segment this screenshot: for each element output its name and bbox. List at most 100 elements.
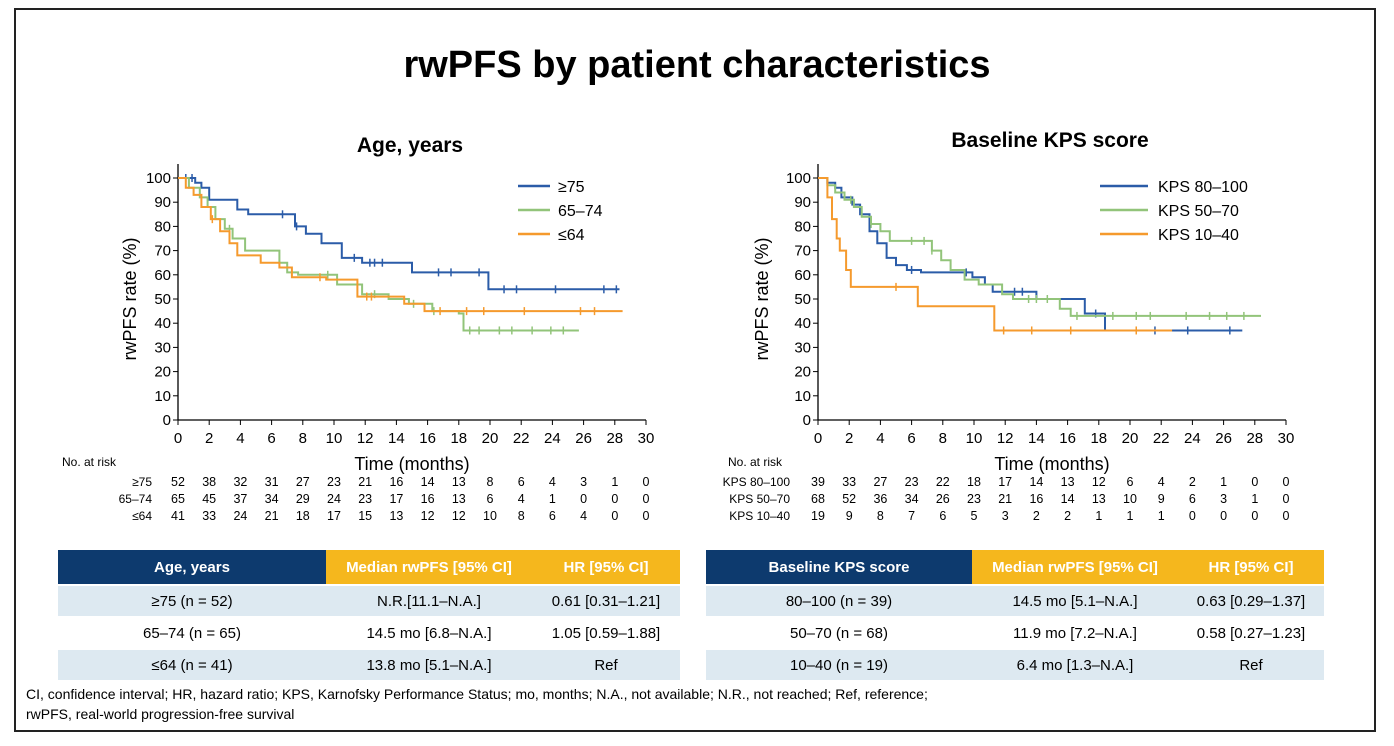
row-group: 10–40 (n = 19) — [706, 648, 972, 680]
risk-value: 1 — [549, 492, 556, 506]
risk-value: 9 — [846, 509, 853, 523]
x-axis-label: Time (months) — [354, 454, 469, 474]
row-median: 14.5 mo [6.8–N.A.] — [326, 616, 532, 649]
x-tick-label: 8 — [939, 430, 947, 447]
risk-value: 0 — [1251, 475, 1258, 489]
table-row: ≥75 (n = 52) N.R.[11.1–N.A.] 0.61 [0.31–… — [58, 584, 680, 617]
risk-value: 4 — [1158, 475, 1165, 489]
x-tick-label: 2 — [205, 430, 213, 447]
risk-value: 0 — [1283, 492, 1290, 506]
risk-value: 26 — [936, 492, 950, 506]
x-tick-label: 0 — [174, 430, 182, 447]
risk-value: 4 — [580, 509, 587, 523]
risk-value: 1 — [1158, 509, 1165, 523]
y-tick-label: 20 — [154, 364, 171, 381]
y-tick-label: 10 — [154, 388, 171, 405]
x-tick-label: 18 — [1090, 430, 1107, 447]
risk-value: 17 — [327, 509, 341, 523]
risk-value: 3 — [1002, 509, 1009, 523]
risk-value: 21 — [358, 475, 372, 489]
risk-value: 15 — [358, 509, 372, 523]
risk-value: 31 — [265, 475, 279, 489]
row-median: 6.4 mo [1.3–N.A.] — [972, 648, 1178, 680]
footnote-line: rwPFS, real-world progression-free survi… — [26, 706, 295, 722]
x-tick-label: 10 — [326, 430, 343, 447]
row-median: N.R.[11.1–N.A.] — [326, 584, 532, 617]
risk-value: 41 — [171, 509, 185, 523]
risk-row-label: KPS 80–100 — [723, 475, 791, 489]
risk-value: 37 — [233, 492, 247, 506]
x-tick-label: 28 — [1246, 430, 1263, 447]
x-tick-label: 24 — [544, 430, 561, 447]
risk-value: 0 — [643, 509, 650, 523]
risk-value: 22 — [936, 475, 950, 489]
table-row: 10–40 (n = 19) 6.4 mo [1.3–N.A.] Ref — [706, 648, 1324, 680]
risk-value: 23 — [905, 475, 919, 489]
x-tick-label: 16 — [1059, 430, 1076, 447]
risk-value: 39 — [811, 475, 825, 489]
risk-value: 4 — [549, 475, 556, 489]
risk-table-header: No. at risk — [62, 455, 117, 469]
y-tick-label: 80 — [794, 218, 811, 235]
y-tick-label: 50 — [794, 291, 811, 308]
header-hr: HR [95% CI] — [1178, 550, 1324, 585]
risk-value: 36 — [873, 492, 887, 506]
x-tick-label: 10 — [966, 430, 983, 447]
risk-value: 1 — [1251, 492, 1258, 506]
risk-value: 6 — [549, 509, 556, 523]
y-tick-label: 80 — [154, 218, 171, 235]
risk-value: 0 — [1220, 509, 1227, 523]
x-tick-label: 2 — [845, 430, 853, 447]
row-hr: Ref — [1178, 648, 1324, 680]
risk-value: 16 — [389, 475, 403, 489]
risk-value: 4 — [518, 492, 525, 506]
risk-value: 2 — [1033, 509, 1040, 523]
row-hr: Ref — [532, 648, 680, 680]
km-curve-3 — [178, 177, 623, 313]
risk-value: 16 — [1029, 492, 1043, 506]
risk-value: 8 — [877, 509, 884, 523]
risk-value: 16 — [421, 492, 435, 506]
risk-value: 5 — [971, 509, 978, 523]
km-curve-1 — [818, 177, 1243, 332]
x-tick-label: 8 — [299, 430, 307, 447]
y-tick-label: 30 — [154, 339, 171, 356]
y-tick-label: 0 — [163, 412, 171, 429]
risk-value: 0 — [643, 492, 650, 506]
x-tick-label: 16 — [419, 430, 436, 447]
y-tick-label: 40 — [794, 315, 811, 332]
x-tick-label: 12 — [357, 430, 374, 447]
x-tick-label: 6 — [907, 430, 915, 447]
risk-value: 0 — [1189, 509, 1196, 523]
table-row: 65–74 (n = 65) 14.5 mo [6.8–N.A.] 1.05 [… — [58, 616, 680, 649]
risk-row-label: ≤64 — [132, 509, 152, 523]
risk-value: 10 — [483, 509, 497, 523]
risk-value: 6 — [518, 475, 525, 489]
risk-value: 0 — [580, 492, 587, 506]
risk-value: 9 — [1158, 492, 1165, 506]
y-tick-label: 40 — [154, 315, 171, 332]
risk-value: 1 — [1220, 475, 1227, 489]
risk-value: 13 — [452, 475, 466, 489]
y-tick-label: 60 — [154, 267, 171, 284]
risk-table-header: No. at risk — [728, 455, 783, 469]
footnote-line: CI, confidence interval; HR, hazard rati… — [26, 686, 928, 702]
chart-title-age: Age, years — [356, 134, 464, 157]
risk-value: 24 — [233, 509, 247, 523]
header-kps: Baseline KPS score — [706, 550, 972, 585]
risk-value: 52 — [171, 475, 185, 489]
row-hr: 0.61 [0.31–1.21] — [532, 584, 680, 617]
header-hr: HR [95% CI] — [532, 550, 680, 585]
risk-value: 13 — [1061, 475, 1075, 489]
risk-value: 19 — [811, 509, 825, 523]
legend-label: KPS 50–70 — [1158, 203, 1239, 220]
header-median: Median rwPFS [95% CI] — [972, 550, 1178, 585]
row-group: ≤64 (n = 41) — [58, 648, 326, 680]
risk-value: 7 — [908, 509, 915, 523]
x-tick-label: 20 — [1122, 430, 1139, 447]
y-tick-label: 50 — [154, 291, 171, 308]
y-axis-label: rwPFS rate (%) — [752, 237, 772, 360]
row-group: 50–70 (n = 68) — [706, 616, 972, 649]
x-tick-label: 26 — [1215, 430, 1232, 447]
risk-value: 0 — [611, 509, 618, 523]
